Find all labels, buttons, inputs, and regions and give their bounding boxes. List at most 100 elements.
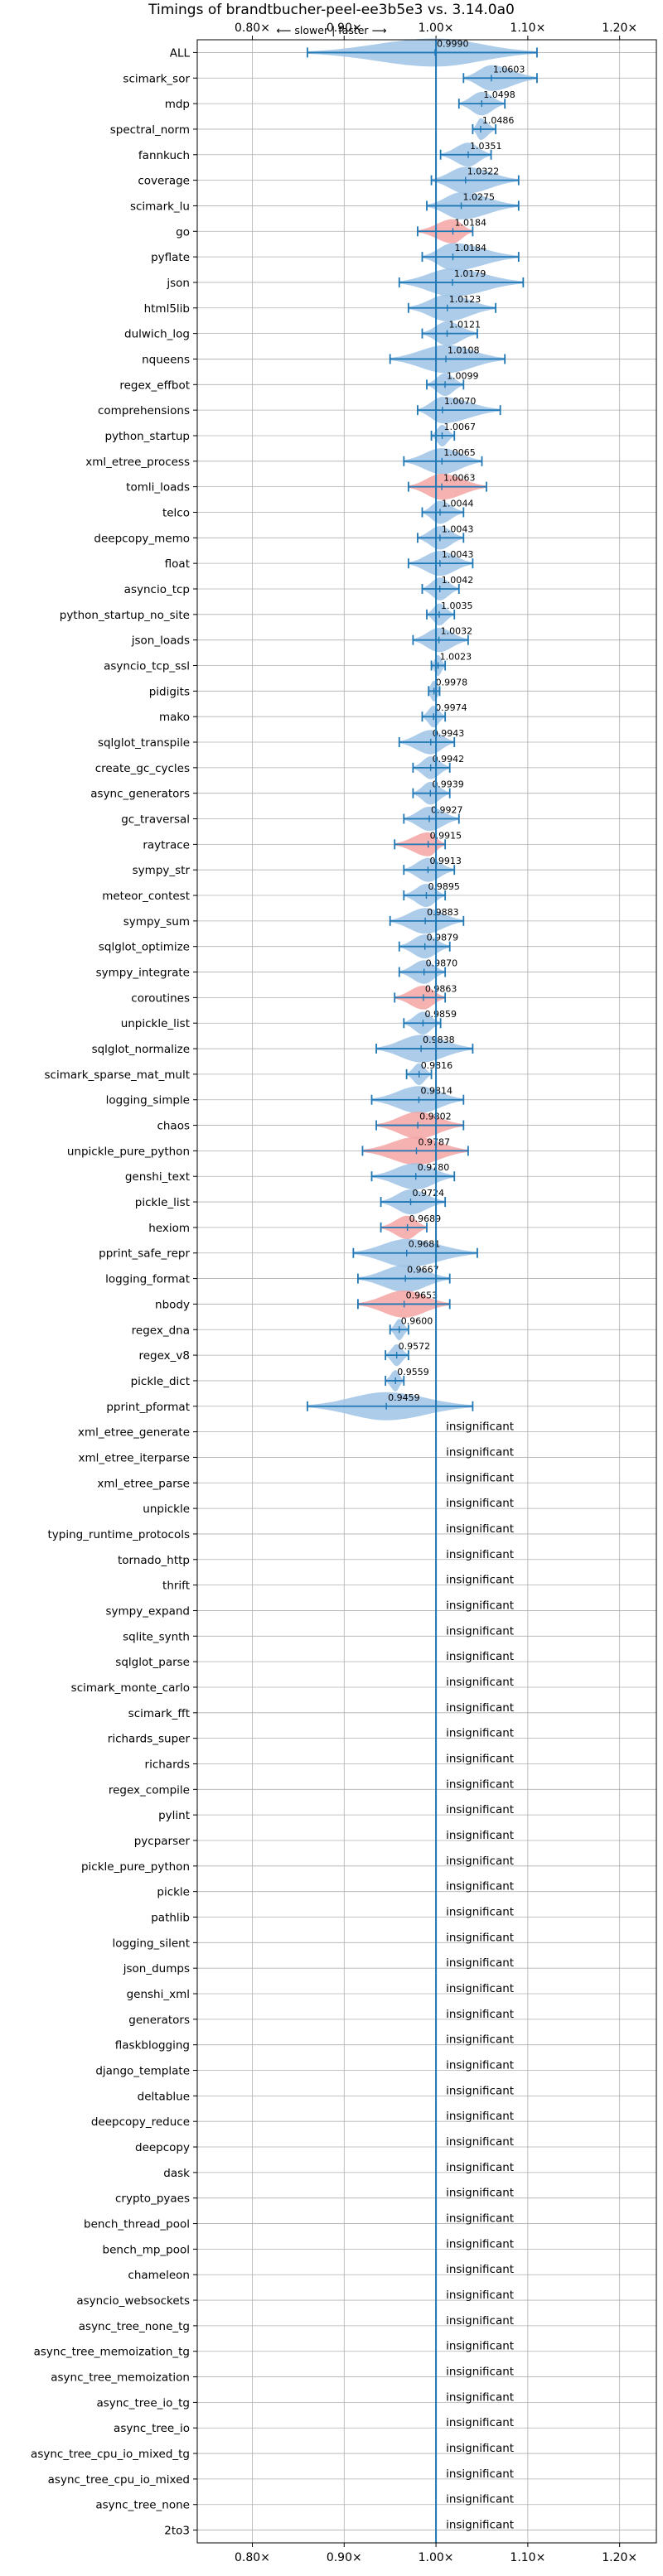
benchmark-name: coroutines [131,991,190,1005]
insignificant-label: insignificant [446,2366,514,2379]
benchmark-name: sympy_sum [123,915,190,929]
benchmark-name: telco [162,506,190,519]
value-label: 0.9883 [427,907,459,918]
x-tick-label-bottom: 1.00× [419,2551,454,2564]
value-label: 0.9787 [418,1136,450,1147]
benchmark-name: asyncio_websockets [76,2294,190,2308]
value-label: 0.9724 [412,1188,444,1199]
benchmark-name: ALL [170,46,191,60]
value-label: 0.9943 [433,728,465,739]
insignificant-label: insignificant [446,1650,514,1663]
value-label: 1.0322 [467,166,500,177]
insignificant-label: insignificant [446,1471,514,1484]
value-label: 0.9838 [423,1035,454,1045]
benchmark-name: async_tree_memoization_tg [34,2346,190,2359]
insignificant-label: insignificant [446,1880,514,1893]
benchmark-name: logging_format [105,1273,190,1286]
benchmark-name: sqlglot_transpile [98,736,190,750]
benchmark-name: pidigits [149,685,190,698]
benchmark-name: async_tree_cpu_io_mixed [48,2473,190,2487]
value-label: 1.0042 [442,575,474,586]
benchmark-name: unpickle [143,1503,190,1516]
benchmark-name: richards_super [108,1733,191,1746]
value-label: 1.0121 [448,320,481,330]
benchmark-name: pathlib [151,1912,190,1925]
value-label: 1.0498 [483,89,515,100]
benchmark-name: mako [159,711,190,724]
benchmark-name: pycparser [134,1835,191,1848]
benchmark-name: scimark_sparse_mat_mult [45,1069,190,1082]
insignificant-label: insignificant [446,2519,514,2532]
benchmark-name: regex_effbot [119,379,190,392]
insignificant-label: insignificant [446,1701,514,1715]
benchmark-name: 2to3 [164,2525,190,2538]
value-label: 1.0351 [470,141,502,152]
benchmark-name: async_tree_cpu_io_mixed_tg [31,2448,190,2461]
insignificant-label: insignificant [446,2390,514,2404]
benchmark-name: bench_mp_pool [103,2243,190,2256]
insignificant-label: insignificant [446,1778,514,1791]
insignificant-label: insignificant [446,1982,514,1995]
x-tick-label-bottom: 0.80× [235,2551,270,2564]
insignificant-label: insignificant [446,1727,514,1740]
benchmark-name: pyflate [151,251,190,264]
value-label: 1.0184 [454,217,486,228]
benchmark-name: logging_silent [113,1937,190,1950]
benchmark-name: regex_v8 [138,1349,190,1363]
benchmark-name: json [166,277,190,290]
insignificant-label: insignificant [446,1497,514,1510]
value-label: 0.9879 [427,933,459,943]
x-tick-label-top: 0.90× [327,22,362,35]
benchmark-name: coverage [138,175,190,188]
value-label: 0.9942 [433,754,465,765]
value-label: 0.9859 [424,1009,457,1020]
insignificant-label: insignificant [446,1855,514,1868]
chart-title: Timings of brandtbucher-peel-ee3b5e3 vs.… [148,2,515,18]
benchmark-name: tomli_loads [126,481,190,494]
benchmark-name: flaskblogging [115,2039,190,2053]
value-label: 0.9459 [388,1392,420,1403]
value-label: 0.9939 [432,779,464,790]
benchmark-name: xml_etree_parse [97,1477,190,1490]
benchmark-name: scimark_lu [130,200,190,213]
insignificant-label: insignificant [446,1956,514,1970]
insignificant-label: insignificant [446,2467,514,2481]
x-tick-label-top: 1.20× [602,22,637,35]
insignificant-label: insignificant [446,1906,514,1919]
plot-frame [196,39,657,2544]
benchmark-name: async_tree_memoization [51,2371,190,2385]
value-label: 1.0067 [444,422,477,432]
benchmark-name: deepcopy_memo [94,532,190,545]
value-label: 1.0070 [444,396,477,407]
value-label: 1.0035 [441,601,473,611]
benchmark-name: bench_thread_pool [84,2218,190,2231]
insignificant-label: insignificant [446,2263,514,2276]
benchmark-name: html5lib [144,302,190,316]
benchmark-name: pprint_pformat [106,1401,190,1414]
benchmark-name: pickle_list [135,1196,190,1209]
insignificant-label: insignificant [446,1599,514,1612]
value-label: 0.9974 [435,702,467,713]
insignificant-label: insignificant [446,2059,514,2072]
benchmark-name: float [165,557,190,571]
benchmark-name: meteor_contest [102,890,190,903]
benchmark-name: regex_dna [132,1324,190,1337]
value-label: 0.9990 [437,38,469,49]
benchmark-name: pickle_dict [131,1375,190,1388]
insignificant-label: insignificant [446,2212,514,2226]
benchmark-name: python_startup_no_site [60,609,190,622]
value-label: 1.0043 [442,523,474,534]
value-label: 0.9780 [418,1162,449,1173]
benchmark-name: generators [128,2014,190,2027]
benchmark-name: asyncio_tcp_ssl [104,660,190,673]
benchmark-name: scimark_monte_carlo [71,1681,190,1695]
benchmark-name: genshi_xml [127,1988,190,2001]
value-label: 0.9895 [428,881,460,892]
insignificant-label: insignificant [446,1445,514,1459]
benchmark-name: xml_etree_iterparse [79,1451,191,1464]
benchmark-name: mdp [165,98,190,111]
value-label: 0.9681 [409,1239,441,1250]
benchmark-name: pickle [157,1886,190,1899]
benchmark-name: hexiom [148,1222,190,1235]
benchmark-name: sympy_expand [105,1604,190,1618]
